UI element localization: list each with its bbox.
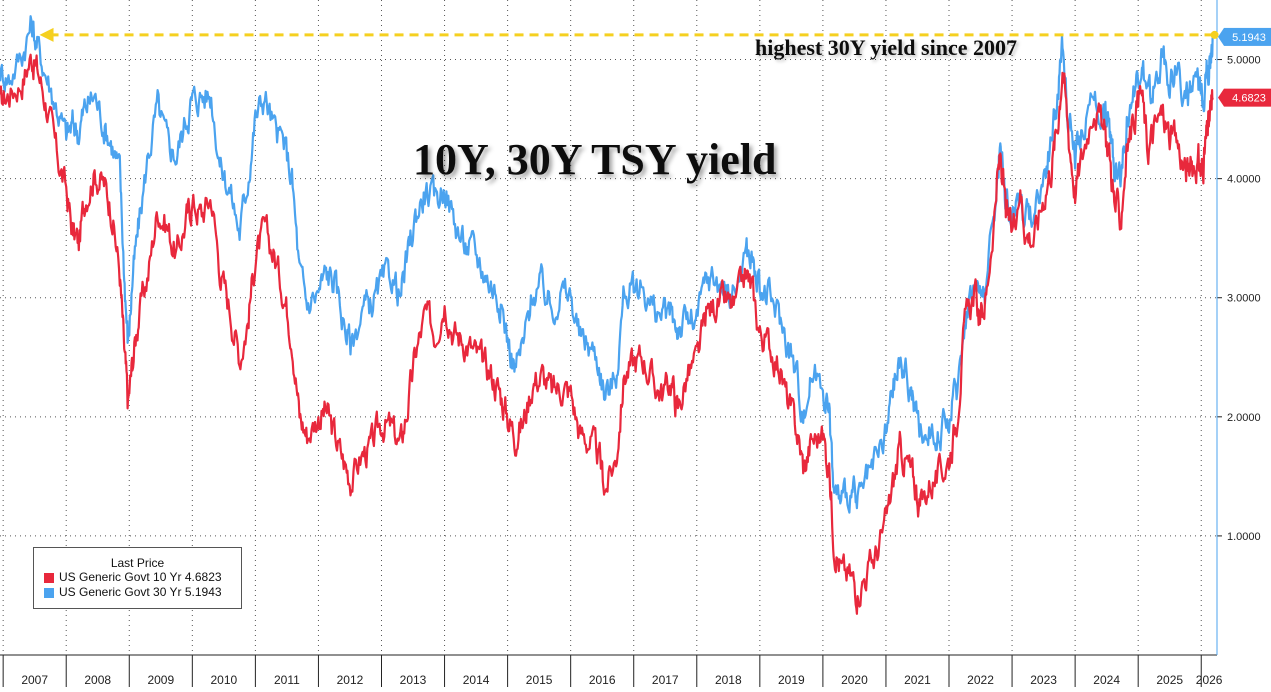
last-value-badge-text-10y: 4.6823 bbox=[1232, 93, 1266, 105]
legend-title: Last Price bbox=[110, 556, 165, 570]
legend-label-10y: US Generic Govt 10 Yr bbox=[59, 570, 182, 584]
last-value-badge-30y bbox=[1224, 27, 1271, 46]
x-tick-label-2017: 2017 bbox=[652, 673, 679, 687]
x-tick-label-2012: 2012 bbox=[337, 673, 364, 687]
legend-label-30y: US Generic Govt 30 Yr bbox=[59, 585, 182, 599]
x-tick-label-2023: 2023 bbox=[1030, 673, 1057, 687]
annotation-end-dot bbox=[1210, 30, 1219, 39]
last-value-badge-10y bbox=[1224, 88, 1271, 107]
x-tick-label-2007: 2007 bbox=[21, 673, 48, 687]
x-tick-label-2016: 2016 bbox=[589, 673, 616, 687]
x-tick-label-2020: 2020 bbox=[841, 673, 868, 687]
last-value-badge-text-30y: 5.1943 bbox=[1232, 32, 1266, 44]
x-tick-label-2010: 2010 bbox=[211, 673, 238, 687]
x-tick-label-2018: 2018 bbox=[715, 673, 742, 687]
y-tick-label-4: 4.0000 bbox=[1227, 174, 1261, 186]
x-tick-label-2015: 2015 bbox=[526, 673, 553, 687]
y-tick-label-5: 5.0000 bbox=[1227, 55, 1261, 67]
legend: Last Price US Generic Govt 10 Yr 4.6823 … bbox=[33, 547, 242, 609]
legend-swatch-30y bbox=[44, 588, 54, 598]
annotation-label: highest 30Y yield since 2007 bbox=[755, 35, 1017, 60]
annotation-layer: highest 30Y yield since 2007 bbox=[39, 27, 1219, 60]
y-tick-label-2: 2.0000 bbox=[1227, 412, 1261, 424]
x-tick-label-2009: 2009 bbox=[147, 673, 174, 687]
x-tick-label-2026: 2026 bbox=[1196, 673, 1223, 687]
x-tick-label-2019: 2019 bbox=[778, 673, 805, 687]
grid-layer bbox=[0, 0, 1217, 655]
badge-layer: 4.6823 5.1943 bbox=[1218, 27, 1271, 107]
legend-entry-30y: US Generic Govt 30 Yr 5.1943 bbox=[34, 585, 241, 600]
series-layer bbox=[0, 15, 1214, 615]
annotation-arrow-head bbox=[39, 27, 54, 42]
legend-entry-10y: US Generic Govt 10 Yr 4.6823 bbox=[34, 570, 241, 585]
x-tick-label-2014: 2014 bbox=[463, 673, 490, 687]
legend-swatch-10y bbox=[44, 573, 54, 583]
chart-title: 10Y, 30Y TSY yield bbox=[413, 135, 777, 184]
x-tick-label-2024: 2024 bbox=[1093, 673, 1120, 687]
x-tick-label-2021: 2021 bbox=[904, 673, 931, 687]
y-tick-label-1: 1.0000 bbox=[1227, 531, 1261, 543]
x-tick-label-2025: 2025 bbox=[1156, 673, 1183, 687]
series-line-10y bbox=[0, 53, 1214, 615]
series-line-30y bbox=[0, 15, 1214, 514]
last-value-badge-pointer-10y bbox=[1218, 88, 1224, 107]
x-tick-label-2013: 2013 bbox=[400, 673, 427, 687]
x-tick-label-2011: 2011 bbox=[274, 673, 300, 687]
x-tick-label-2008: 2008 bbox=[84, 673, 111, 687]
y-tick-label-3: 3.0000 bbox=[1227, 293, 1261, 305]
legend-value-10y: 4.6823 bbox=[184, 570, 222, 584]
legend-value-30y: 5.1943 bbox=[184, 585, 222, 599]
last-value-badge-pointer-30y bbox=[1218, 27, 1224, 46]
x-tick-label-2022: 2022 bbox=[967, 673, 994, 687]
